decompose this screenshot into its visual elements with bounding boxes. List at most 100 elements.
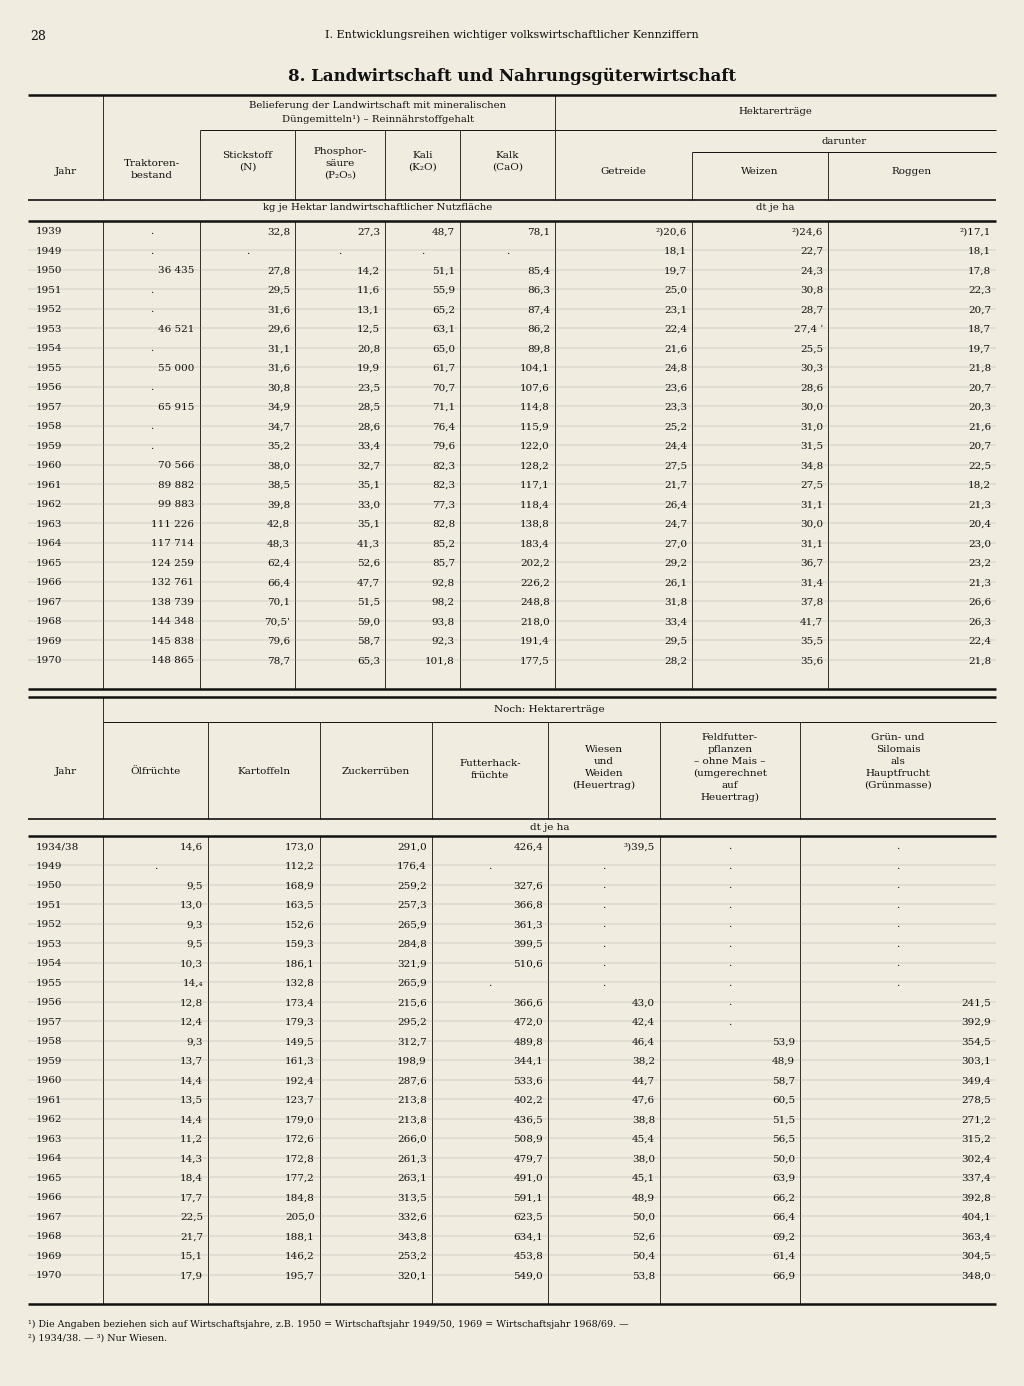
Text: 313,5: 313,5 bbox=[397, 1193, 427, 1202]
Text: 27,5: 27,5 bbox=[664, 462, 687, 470]
Text: 11,6: 11,6 bbox=[357, 286, 380, 295]
Text: 8. Landwirtschaft und Nahrungsgüterwirtschaft: 8. Landwirtschaft und Nahrungsgüterwirts… bbox=[288, 68, 736, 85]
Text: 218,0: 218,0 bbox=[520, 617, 550, 626]
Text: 15,1: 15,1 bbox=[180, 1252, 203, 1261]
Text: 9,5: 9,5 bbox=[186, 881, 203, 890]
Text: 98,2: 98,2 bbox=[432, 597, 455, 607]
Text: 172,8: 172,8 bbox=[286, 1155, 315, 1163]
Text: 46,4: 46,4 bbox=[632, 1037, 655, 1046]
Text: 38,5: 38,5 bbox=[267, 481, 290, 489]
Text: 259,2: 259,2 bbox=[397, 881, 427, 890]
Text: 22,4: 22,4 bbox=[664, 324, 687, 334]
Text: .: . bbox=[150, 247, 154, 256]
Text: .: . bbox=[150, 442, 154, 450]
Text: 128,2: 128,2 bbox=[520, 462, 550, 470]
Text: 24,8: 24,8 bbox=[664, 363, 687, 373]
Text: 241,5: 241,5 bbox=[962, 998, 991, 1008]
Text: 29,2: 29,2 bbox=[664, 559, 687, 568]
Text: 1962: 1962 bbox=[36, 500, 62, 509]
Text: 1965: 1965 bbox=[36, 559, 62, 568]
Text: .: . bbox=[421, 247, 424, 256]
Text: 332,6: 332,6 bbox=[397, 1213, 427, 1221]
Text: 404,1: 404,1 bbox=[962, 1213, 991, 1221]
Text: darunter: darunter bbox=[821, 137, 866, 147]
Text: .: . bbox=[602, 901, 605, 909]
Text: 304,5: 304,5 bbox=[962, 1252, 991, 1261]
Text: .: . bbox=[506, 247, 509, 256]
Text: 34,7: 34,7 bbox=[267, 423, 290, 431]
Text: 99 883: 99 883 bbox=[158, 500, 194, 509]
Text: 489,8: 489,8 bbox=[513, 1037, 543, 1046]
Text: 1952: 1952 bbox=[36, 305, 62, 315]
Text: .: . bbox=[896, 843, 900, 851]
Text: 27,5: 27,5 bbox=[800, 481, 823, 489]
Text: 50,4: 50,4 bbox=[632, 1252, 655, 1261]
Text: 85,7: 85,7 bbox=[432, 559, 455, 568]
Text: Noch: Hektarerträge: Noch: Hektarerträge bbox=[495, 705, 605, 715]
Text: 533,6: 533,6 bbox=[513, 1077, 543, 1085]
Text: 145 838: 145 838 bbox=[151, 636, 194, 646]
Text: 79,6: 79,6 bbox=[267, 636, 290, 646]
Text: 138,8: 138,8 bbox=[520, 520, 550, 528]
Text: 41,3: 41,3 bbox=[357, 539, 380, 549]
Text: 89,8: 89,8 bbox=[527, 344, 550, 353]
Text: 1952: 1952 bbox=[36, 920, 62, 929]
Text: 18,1: 18,1 bbox=[664, 247, 687, 256]
Text: 82,8: 82,8 bbox=[432, 520, 455, 528]
Text: 47,6: 47,6 bbox=[632, 1096, 655, 1105]
Text: 399,5: 399,5 bbox=[513, 940, 543, 949]
Text: 111 226: 111 226 bbox=[151, 520, 194, 528]
Text: 253,2: 253,2 bbox=[397, 1252, 427, 1261]
Text: 1963: 1963 bbox=[36, 520, 62, 528]
Text: Heuertrag): Heuertrag) bbox=[700, 793, 760, 801]
Text: 70,1: 70,1 bbox=[267, 597, 290, 607]
Text: 1934/38: 1934/38 bbox=[36, 843, 79, 851]
Text: Kalk: Kalk bbox=[496, 151, 519, 159]
Text: auf: auf bbox=[722, 780, 738, 790]
Text: 28,2: 28,2 bbox=[664, 656, 687, 665]
Text: 261,3: 261,3 bbox=[397, 1155, 427, 1163]
Text: 53,8: 53,8 bbox=[632, 1271, 655, 1281]
Text: 30,0: 30,0 bbox=[800, 403, 823, 412]
Text: 45,4: 45,4 bbox=[632, 1135, 655, 1143]
Text: 29,5: 29,5 bbox=[664, 636, 687, 646]
Text: Stickstoff: Stickstoff bbox=[222, 151, 272, 159]
Text: 30,8: 30,8 bbox=[267, 384, 290, 392]
Text: 36 435: 36 435 bbox=[158, 266, 194, 276]
Text: 30,8: 30,8 bbox=[800, 286, 823, 295]
Text: 278,5: 278,5 bbox=[962, 1096, 991, 1105]
Text: 35,6: 35,6 bbox=[800, 656, 823, 665]
Text: 35,1: 35,1 bbox=[357, 481, 380, 489]
Text: 510,6: 510,6 bbox=[513, 959, 543, 969]
Text: 1949: 1949 bbox=[36, 247, 62, 256]
Text: 168,9: 168,9 bbox=[286, 881, 315, 890]
Text: 315,2: 315,2 bbox=[962, 1135, 991, 1143]
Text: (K₂O): (K₂O) bbox=[409, 162, 437, 172]
Text: 1955: 1955 bbox=[36, 979, 62, 988]
Text: 118,4: 118,4 bbox=[520, 500, 550, 509]
Text: 1949: 1949 bbox=[36, 862, 62, 870]
Text: und: und bbox=[594, 757, 614, 765]
Text: .: . bbox=[728, 998, 731, 1008]
Text: 14,4: 14,4 bbox=[180, 1077, 203, 1085]
Text: 1939: 1939 bbox=[36, 227, 62, 236]
Text: 115,9: 115,9 bbox=[520, 423, 550, 431]
Text: 344,1: 344,1 bbox=[513, 1056, 543, 1066]
Text: 39,8: 39,8 bbox=[267, 500, 290, 509]
Text: 177,2: 177,2 bbox=[286, 1174, 315, 1182]
Text: 66,4: 66,4 bbox=[772, 1213, 795, 1221]
Text: 70,5ˈ: 70,5ˈ bbox=[264, 617, 290, 626]
Text: 1960: 1960 bbox=[36, 1077, 62, 1085]
Text: 1961: 1961 bbox=[36, 481, 62, 489]
Text: 1954: 1954 bbox=[36, 344, 62, 353]
Text: 79,6: 79,6 bbox=[432, 442, 455, 450]
Text: Weizen: Weizen bbox=[741, 168, 778, 176]
Text: 21,6: 21,6 bbox=[664, 344, 687, 353]
Text: 173,0: 173,0 bbox=[286, 843, 315, 851]
Text: 1961: 1961 bbox=[36, 1096, 62, 1105]
Text: (P₂O₅): (P₂O₅) bbox=[324, 170, 356, 180]
Text: 138 739: 138 739 bbox=[151, 597, 194, 607]
Text: 19,7: 19,7 bbox=[664, 266, 687, 276]
Text: 65,2: 65,2 bbox=[432, 305, 455, 315]
Text: 92,8: 92,8 bbox=[432, 578, 455, 588]
